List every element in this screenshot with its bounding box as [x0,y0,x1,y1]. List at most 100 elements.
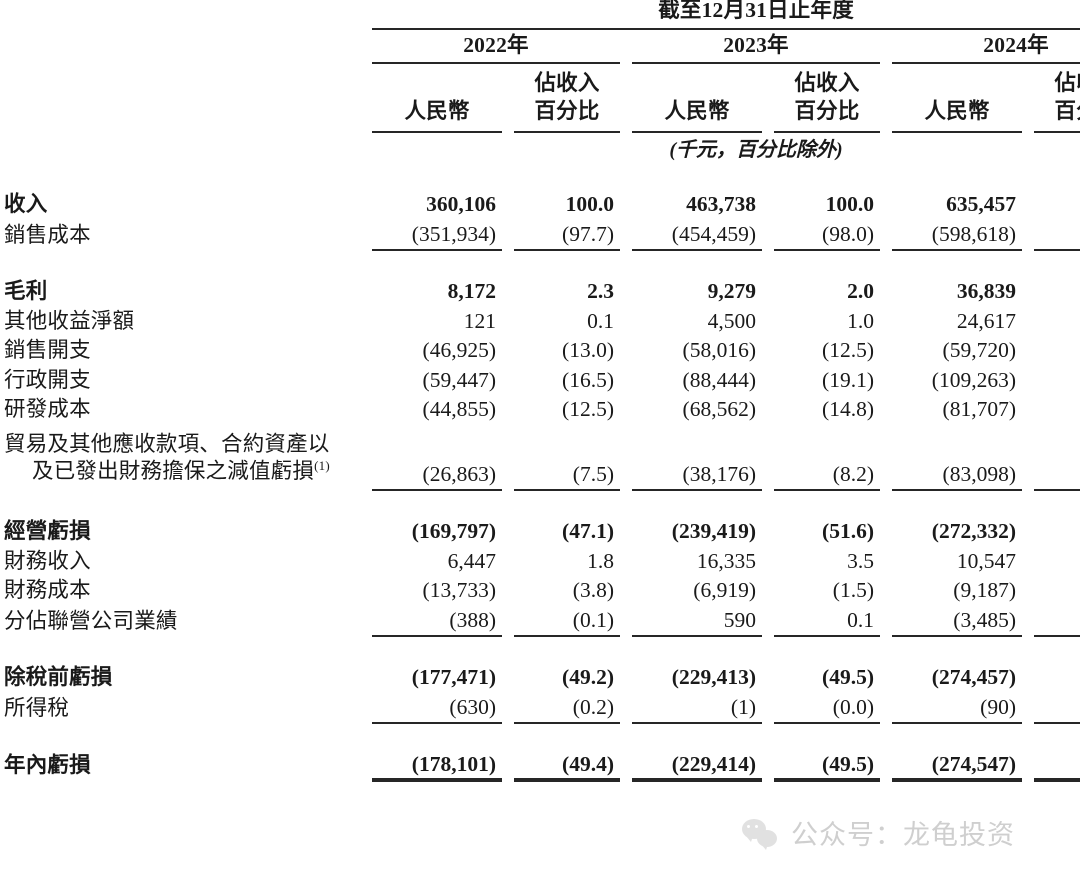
row-value: (14.8) [822,397,874,422]
table-row: 所得稅 (630) (0.2) (1) (0.0) (90) (0.0) [0,692,1080,725]
row-value: (98.0) [774,219,880,252]
subheader-rmb-2022: 人民幣 [372,63,502,134]
row-value: 2.3 [587,279,614,304]
row-value: 0.1 [774,605,880,638]
row-value: 121 [463,308,496,333]
row-value: (598,618) [892,219,1022,252]
row-value: (90) [892,692,1022,725]
row-value: (49.4) [514,750,620,782]
row-value: (1.4) [1034,576,1080,606]
section-spacer [0,250,1080,277]
row-value: (59,447) [422,367,496,392]
header-year-row: 2022年 2023年 2024年 [0,27,1080,64]
row-value: 2.0 [847,279,874,304]
watermark: 公众号：龙龟投资 [742,806,1072,864]
row-value: (44,855) [422,397,496,422]
row-value: (81,707) [942,397,1016,422]
row-value: (229,414) [632,750,762,782]
spacer-cell [0,490,1080,517]
row-label-line2: 及已發出財務擔保之減值虧損(1) [32,458,330,484]
row-value: (388) [372,605,502,638]
row-value: 360,106 [426,192,496,217]
row-value: (630) [372,692,502,725]
header-gap [620,63,632,132]
subheader-rmb-label: 人民幣 [664,98,730,123]
row-value: 10,547 [956,548,1016,573]
row-value: 1.8 [587,548,614,573]
row-value: (59,720) [942,338,1016,363]
row-value: (13.1) [1034,424,1080,492]
row-value: (1) [632,692,762,725]
row-value: (88,444) [682,367,756,392]
section-spacer [0,164,1080,190]
subheader-pct-2024: 佔收入 百分比 [1034,63,1080,134]
table-row: 收入 360,106 100.0 463,738 100.0 635,457 1… [0,190,1080,220]
row-value: (272,332) [931,519,1016,544]
row-label: 財務成本 [4,578,91,603]
row-value: (6,919) [693,578,756,603]
spacer-cell [0,636,1080,663]
table-row-total: 年內虧損 (178,101) (49.4) (229,414) (49.5) (… [0,750,1080,782]
footnote-marker: (1) [314,458,330,474]
row-label: 所得稅 [4,695,70,720]
header-gap [880,63,892,132]
row-value: 9,279 [707,279,756,304]
row-value: (0.2) [514,692,620,725]
row-label: 財務收入 [4,548,91,573]
row-value: 24,617 [956,308,1016,333]
row-value: (97.7) [514,219,620,252]
section-spacer [0,636,1080,663]
row-value: (83,098) [892,424,1022,492]
header-gap [880,27,892,63]
row-value: (49.2) [562,665,614,690]
row-value: (46,925) [422,338,496,363]
header-subcolumn-row: 人民幣 佔收入 百分比 人民幣 佔收入 百分比 人民幣 佔收入 百分比 [0,63,1080,134]
row-value: 8,172 [447,279,496,304]
row-value: (13.0) [562,338,614,363]
table-row: 貿易及其他應收款項、合約資產以 及已發出財務擔保之減值虧損(1) (26,863… [0,424,1080,492]
row-value: (43.2) [1034,750,1080,782]
row-value: (7.5) [514,424,620,492]
header-gap [1022,63,1034,132]
subheader-pct-line1: 佔收入 [1054,71,1080,95]
row-value: (58,016) [682,338,756,363]
row-value: (12.9) [1034,395,1080,425]
row-value: 16,335 [696,548,756,573]
row-value: (177,471) [411,665,496,690]
row-value: (51.6) [822,519,874,544]
row-value: (68,562) [682,397,756,422]
row-value: (43.2) [1034,663,1080,693]
row-value: (38,176) [632,424,762,492]
row-value: (8.2) [774,424,880,492]
year-header-2022: 2022年 [372,27,620,64]
subheader-pct-line1: 佔收入 [534,71,600,95]
row-value: (0.5) [1034,605,1080,638]
row-value: (47.1) [562,519,614,544]
row-value: 3.5 [847,548,874,573]
subheader-rmb-label: 人民幣 [404,98,470,123]
header-spacer [0,29,372,64]
header-gap [502,63,514,132]
row-value: 5.8 [1034,277,1080,307]
wechat-icon [742,819,782,851]
row-value: (19.1) [822,367,874,392]
row-label: 其他收益淨額 [4,308,135,333]
row-value: 3.9 [1034,307,1080,337]
row-value: 0.1 [587,308,614,333]
row-label: 分佔聯營公司業績 [4,608,178,633]
row-value: (17.2) [1034,366,1080,396]
header-gap [620,27,632,63]
row-label: 銷售開支 [4,338,91,363]
row-value: (42.9) [1034,517,1080,547]
subheader-rmb-2023: 人民幣 [632,63,762,134]
header-spacer [0,132,372,164]
subheader-pct-2022: 佔收入 百分比 [514,63,620,134]
row-value: (109,263) [931,367,1016,392]
subheader-pct-2023: 佔收入 百分比 [774,63,880,134]
row-value: (9.4) [1034,336,1080,366]
row-label: 銷售成本 [4,222,91,247]
table-row: 分佔聯營公司業績 (388) (0.1) 590 0.1 (3,485) (0.… [0,605,1080,638]
subheader-pct-line2: 百分比 [1054,98,1080,123]
row-label: 研發成本 [4,397,91,422]
row-value: (0.1) [514,605,620,638]
